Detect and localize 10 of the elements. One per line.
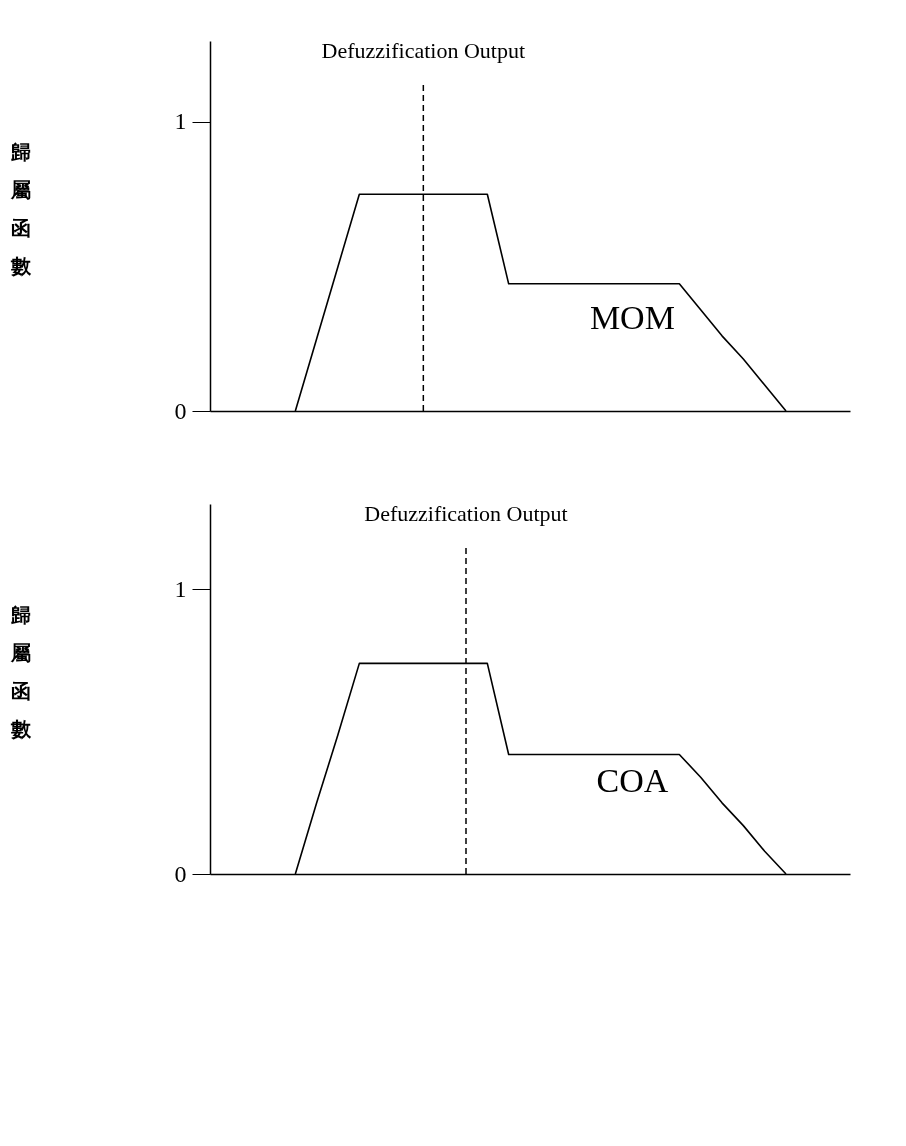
annotation: COA: [596, 761, 669, 799]
y-tick-label: 0: [174, 397, 187, 424]
y-axis-title: 歸屬函數: [9, 139, 32, 278]
annotation: Defuzzification Output: [364, 501, 568, 527]
annotation: MOM: [589, 298, 675, 336]
y-tick-label: 1: [174, 575, 187, 602]
y-tick-label: 1: [174, 108, 187, 135]
annotation: Defuzzification Output: [321, 38, 526, 64]
y-tick-label: 0: [174, 860, 187, 887]
y-axis-title: 歸屬函數: [9, 602, 32, 741]
